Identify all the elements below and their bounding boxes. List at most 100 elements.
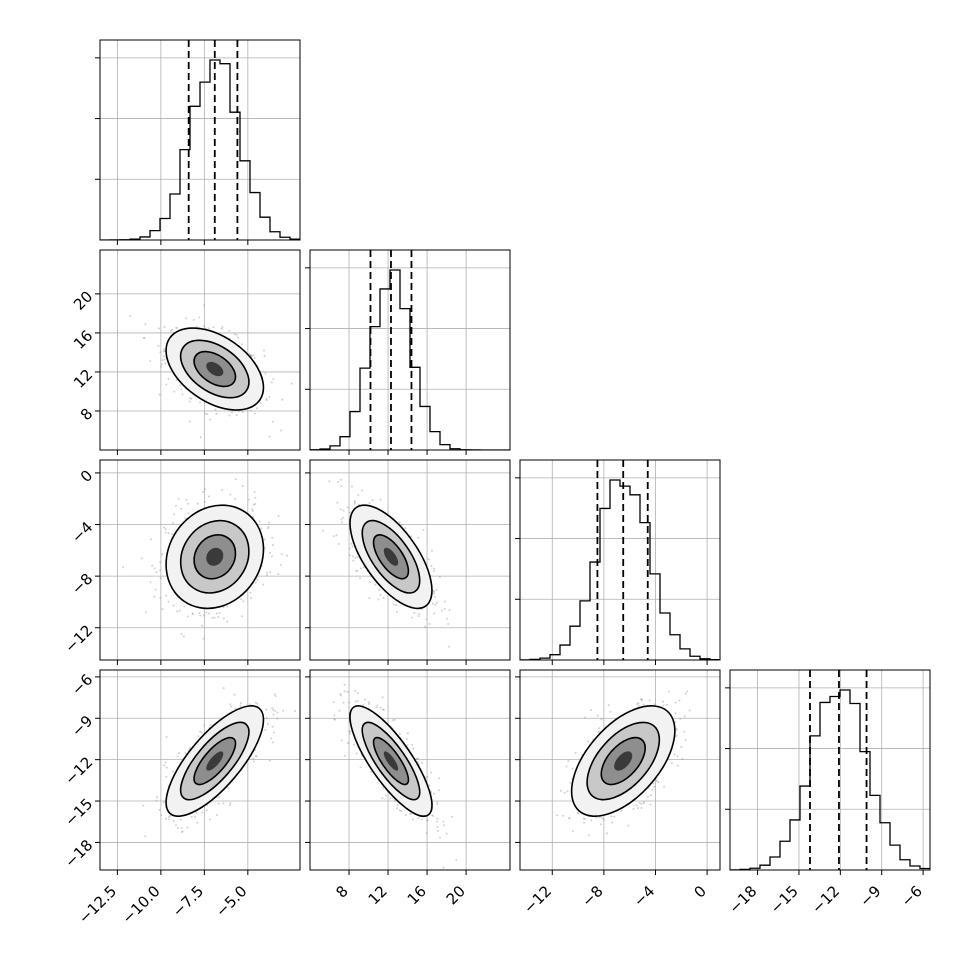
sample-point bbox=[175, 379, 178, 382]
y-tick-label: −4 bbox=[68, 518, 96, 546]
sample-point bbox=[159, 577, 162, 580]
sample-point bbox=[198, 316, 201, 319]
sample-point bbox=[586, 740, 589, 743]
sample-point bbox=[328, 480, 331, 483]
sample-point bbox=[157, 345, 160, 348]
sample-point bbox=[190, 815, 193, 818]
sample-point bbox=[674, 701, 677, 704]
sample-point bbox=[364, 698, 367, 701]
contour-line bbox=[179, 519, 250, 594]
sample-point bbox=[228, 804, 231, 807]
sample-point bbox=[155, 571, 158, 574]
sample-point bbox=[635, 804, 638, 807]
density-fill bbox=[383, 547, 399, 566]
sample-point bbox=[236, 336, 239, 339]
y-tick-label: 12 bbox=[70, 366, 96, 392]
sample-point bbox=[357, 494, 360, 497]
sample-point bbox=[413, 611, 416, 614]
sample-point bbox=[212, 326, 215, 329]
sample-point bbox=[160, 814, 163, 817]
sample-point bbox=[195, 325, 198, 328]
sample-point bbox=[438, 777, 441, 780]
sample-point bbox=[431, 814, 434, 817]
sample-point bbox=[179, 384, 182, 387]
contour-line bbox=[349, 504, 433, 610]
sample-point bbox=[559, 789, 562, 792]
sample-point bbox=[266, 723, 269, 726]
sample-point bbox=[222, 617, 225, 620]
sample-point bbox=[204, 412, 207, 415]
sample-point bbox=[406, 744, 409, 747]
sample-point bbox=[642, 703, 645, 706]
contour-line bbox=[372, 534, 410, 580]
sample-point bbox=[443, 600, 446, 603]
contour-line bbox=[193, 350, 237, 388]
histogram-step bbox=[730, 689, 930, 870]
sample-point bbox=[164, 362, 167, 365]
sample-point bbox=[264, 372, 267, 375]
sample-point bbox=[415, 758, 418, 761]
sample-point bbox=[159, 569, 162, 572]
sample-point bbox=[155, 796, 158, 799]
sample-point bbox=[226, 605, 229, 608]
panel-frame bbox=[729, 669, 931, 871]
sample-point bbox=[651, 788, 654, 791]
sample-point bbox=[143, 336, 146, 339]
sample-point bbox=[250, 354, 253, 357]
panel-frame bbox=[519, 669, 721, 871]
sample-point bbox=[348, 732, 351, 735]
density-fill bbox=[206, 547, 224, 566]
sample-point bbox=[160, 553, 163, 556]
sample-point bbox=[241, 485, 244, 488]
sample-point bbox=[263, 547, 266, 550]
sample-point bbox=[565, 765, 568, 768]
sample-point bbox=[642, 802, 645, 805]
x-tick-label: −12.5 bbox=[75, 882, 120, 927]
sample-point bbox=[222, 802, 225, 805]
sample-point bbox=[163, 348, 166, 351]
sample-point bbox=[254, 496, 257, 499]
sample-point bbox=[153, 567, 156, 570]
sample-point bbox=[252, 757, 255, 760]
sample-point bbox=[196, 502, 199, 505]
sample-point bbox=[208, 818, 211, 821]
sample-point bbox=[271, 707, 274, 710]
sample-point bbox=[290, 382, 293, 385]
sample-point bbox=[436, 817, 439, 820]
sample-point bbox=[180, 388, 183, 391]
sample-point bbox=[175, 326, 178, 329]
panel-3-1: 8 12 16 20 bbox=[305, 669, 511, 908]
sample-point bbox=[321, 458, 323, 460]
sample-point bbox=[167, 815, 170, 818]
sample-point bbox=[272, 708, 275, 711]
sample-point bbox=[455, 858, 458, 861]
sample-point bbox=[167, 600, 170, 603]
sample-point bbox=[226, 620, 229, 623]
sample-point bbox=[209, 724, 212, 727]
contour-line bbox=[179, 339, 250, 399]
sample-point bbox=[253, 356, 256, 359]
y-tick-label: 0 bbox=[77, 467, 96, 486]
x-tick-label: −9 bbox=[856, 882, 884, 910]
y-tick-label: 20 bbox=[70, 288, 96, 314]
sample-point bbox=[343, 683, 346, 686]
sample-point bbox=[208, 327, 211, 330]
sample-point bbox=[421, 761, 424, 764]
sample-point bbox=[276, 711, 279, 714]
sample-point bbox=[667, 690, 670, 693]
y-tick-label: −12 bbox=[61, 621, 96, 656]
sample-point bbox=[191, 613, 194, 616]
sample-point bbox=[164, 528, 167, 531]
sample-point bbox=[433, 595, 436, 598]
sample-point bbox=[165, 775, 168, 778]
sample-point bbox=[637, 705, 640, 708]
sample-point bbox=[254, 502, 257, 505]
contour-line bbox=[193, 534, 237, 580]
sample-point bbox=[355, 752, 358, 755]
sample-point bbox=[249, 409, 252, 412]
sample-point bbox=[254, 755, 257, 758]
sample-point bbox=[571, 830, 574, 833]
sample-point bbox=[431, 602, 434, 605]
sample-point bbox=[267, 525, 270, 528]
sample-point bbox=[262, 583, 265, 586]
